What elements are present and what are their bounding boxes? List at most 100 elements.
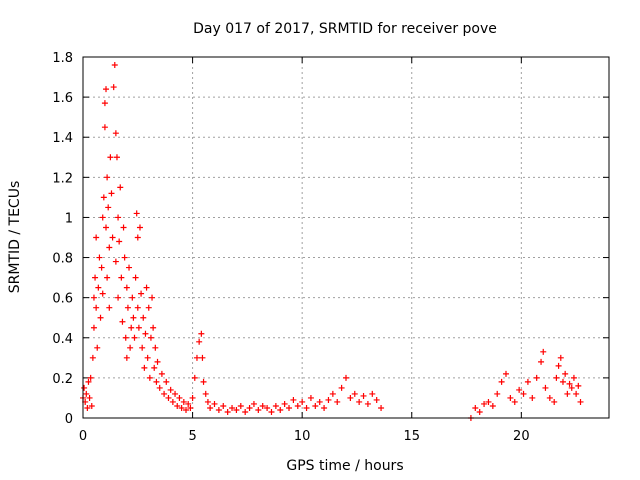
- plot-frame: [82, 56, 610, 419]
- data-point: [264, 404, 271, 411]
- data-point: [133, 210, 140, 217]
- data-point: [141, 364, 148, 371]
- data-point: [343, 374, 349, 381]
- data-point: [494, 390, 501, 397]
- data-point: [103, 224, 110, 231]
- data-point: [109, 234, 116, 241]
- data-point: [117, 184, 124, 191]
- y-tick-label: 1.6: [52, 91, 73, 106]
- data-point: [204, 398, 211, 405]
- data-point: [144, 354, 151, 361]
- data-point: [187, 404, 194, 411]
- data-point: [351, 390, 358, 397]
- data-point: [360, 392, 367, 399]
- data-point: [90, 324, 97, 331]
- data-point: [237, 402, 244, 409]
- y-tick-label: 0.2: [52, 372, 73, 387]
- data-point: [154, 358, 161, 365]
- data-point: [568, 384, 575, 391]
- data-point: [198, 330, 205, 337]
- data-point: [90, 294, 97, 301]
- data-point: [277, 406, 284, 413]
- data-point: [378, 404, 385, 411]
- data-point: [103, 86, 110, 93]
- data-point: [546, 394, 553, 401]
- data-point: [84, 404, 91, 411]
- data-point: [299, 398, 306, 405]
- data-point: [220, 402, 227, 409]
- data-point: [123, 284, 130, 291]
- data-point: [129, 294, 136, 301]
- y-tick-label: 0.4: [52, 332, 73, 347]
- data-point: [81, 384, 88, 391]
- data-point: [106, 304, 113, 311]
- data-point: [199, 354, 206, 361]
- data-point: [329, 390, 336, 397]
- data-point: [99, 214, 106, 221]
- data-point: [347, 394, 354, 401]
- data-point: [134, 304, 141, 311]
- data-point: [185, 400, 192, 407]
- data-point: [93, 234, 100, 241]
- data-point: [149, 294, 156, 301]
- y-tick-label: 1.4: [52, 131, 73, 146]
- data-point: [152, 344, 159, 351]
- data-point: [92, 274, 99, 281]
- data-point: [215, 406, 222, 413]
- data-point: [158, 370, 165, 377]
- data-point: [529, 394, 536, 401]
- data-point: [174, 402, 181, 409]
- data-point: [127, 344, 134, 351]
- data-point: [115, 294, 122, 301]
- data-point: [132, 274, 139, 281]
- data-point: [96, 254, 103, 261]
- y-axis-label: SRMTID / TECUs: [7, 181, 23, 294]
- data-point: [307, 394, 314, 401]
- data-point: [573, 390, 580, 397]
- data-point: [538, 358, 545, 365]
- x-tick-label: 5: [188, 429, 196, 444]
- data-point: [511, 398, 518, 405]
- x-tick-label: 20: [513, 429, 530, 444]
- data-point: [104, 274, 111, 281]
- data-point: [130, 314, 137, 321]
- data-point: [167, 386, 174, 393]
- data-point: [118, 274, 125, 281]
- data-point: [128, 324, 135, 331]
- data-point: [110, 84, 117, 91]
- data-point: [559, 378, 566, 385]
- data-point: [555, 362, 562, 369]
- data-point: [142, 330, 149, 337]
- grid: [83, 57, 609, 418]
- data-point: [557, 354, 564, 361]
- y-tick-label: 0: [65, 412, 73, 427]
- x-tick-label: 15: [403, 429, 420, 444]
- data-point: [112, 258, 119, 265]
- y-tick-label: 0.8: [52, 252, 73, 267]
- data-point: [516, 386, 523, 393]
- data-point: [272, 402, 279, 409]
- data-point: [542, 384, 549, 391]
- data-point: [145, 304, 152, 311]
- data-point: [369, 390, 376, 397]
- data-point: [163, 378, 170, 385]
- y-tick-label: 1: [65, 211, 73, 226]
- data-point: [338, 384, 345, 391]
- data-point: [124, 304, 131, 311]
- data-point: [116, 238, 123, 245]
- data-point: [316, 398, 323, 405]
- data-point: [123, 354, 130, 361]
- data-point: [83, 390, 90, 397]
- data-point: [246, 404, 253, 411]
- data-point: [139, 344, 146, 351]
- data-point: [113, 154, 120, 161]
- data-point: [334, 398, 341, 405]
- data-point: [250, 400, 257, 407]
- data-point: [325, 396, 332, 403]
- data-point: [140, 314, 147, 321]
- y-tick-label: 0.6: [52, 292, 73, 307]
- data-point: [135, 324, 142, 331]
- data-point: [356, 398, 363, 405]
- data-point: [147, 334, 154, 341]
- data-point: [106, 244, 113, 251]
